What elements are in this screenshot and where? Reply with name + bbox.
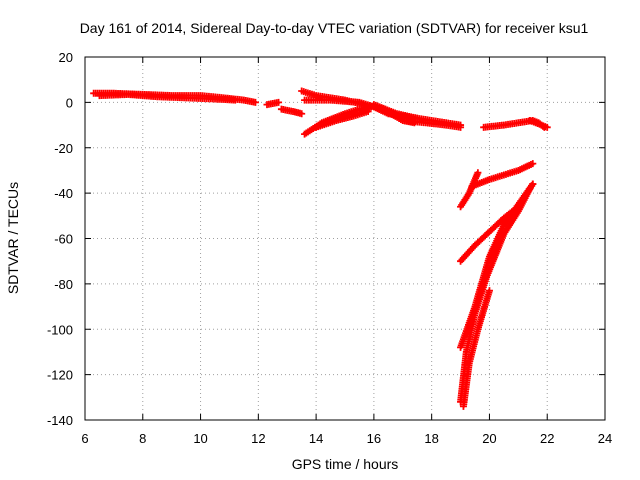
y-tick-label: -120 bbox=[47, 368, 73, 383]
data-point bbox=[474, 169, 482, 177]
data-point bbox=[298, 110, 306, 118]
data-point bbox=[529, 160, 537, 168]
x-tick-label: 14 bbox=[309, 431, 323, 446]
x-tick-label: 10 bbox=[193, 431, 207, 446]
x-tick-label: 22 bbox=[540, 431, 554, 446]
data-point bbox=[275, 98, 283, 106]
y-tick-label: -40 bbox=[54, 186, 73, 201]
y-tick-label: -80 bbox=[54, 277, 73, 292]
y-tick-label: -100 bbox=[47, 322, 73, 337]
x-tick-label: 8 bbox=[139, 431, 146, 446]
x-tick-label: 12 bbox=[251, 431, 265, 446]
x-tick-label: 24 bbox=[598, 431, 612, 446]
data-series bbox=[90, 87, 551, 410]
y-axis-label: SDTVAR / TECUs bbox=[5, 182, 21, 294]
y-tick-label: -60 bbox=[54, 232, 73, 247]
data-point bbox=[457, 123, 465, 131]
data-point bbox=[526, 185, 534, 193]
data-point bbox=[231, 96, 239, 104]
x-axis-label: GPS time / hours bbox=[292, 456, 399, 472]
data-point bbox=[543, 123, 551, 131]
data-point bbox=[529, 180, 537, 188]
x-tick-label: 20 bbox=[482, 431, 496, 446]
axis-ticks: 6 8 10 12 14 16 18 20 22 24 20 0 -20 -40 -60 -80 -100 -12… bbox=[47, 50, 612, 446]
y-tick-label: -20 bbox=[54, 141, 73, 156]
x-tick-label: 6 bbox=[81, 431, 88, 446]
y-tick-label: -140 bbox=[47, 413, 73, 428]
x-tick-label: 18 bbox=[424, 431, 438, 446]
y-tick-label: 0 bbox=[66, 95, 73, 110]
data-point bbox=[364, 107, 372, 115]
data-point bbox=[485, 287, 493, 295]
chart-title: Day 161 of 2014, Sidereal Day-to-day VTE… bbox=[80, 20, 589, 36]
grid bbox=[85, 57, 605, 420]
data-point bbox=[251, 98, 259, 106]
y-tick-label: 20 bbox=[59, 50, 73, 65]
x-tick-label: 16 bbox=[367, 431, 381, 446]
